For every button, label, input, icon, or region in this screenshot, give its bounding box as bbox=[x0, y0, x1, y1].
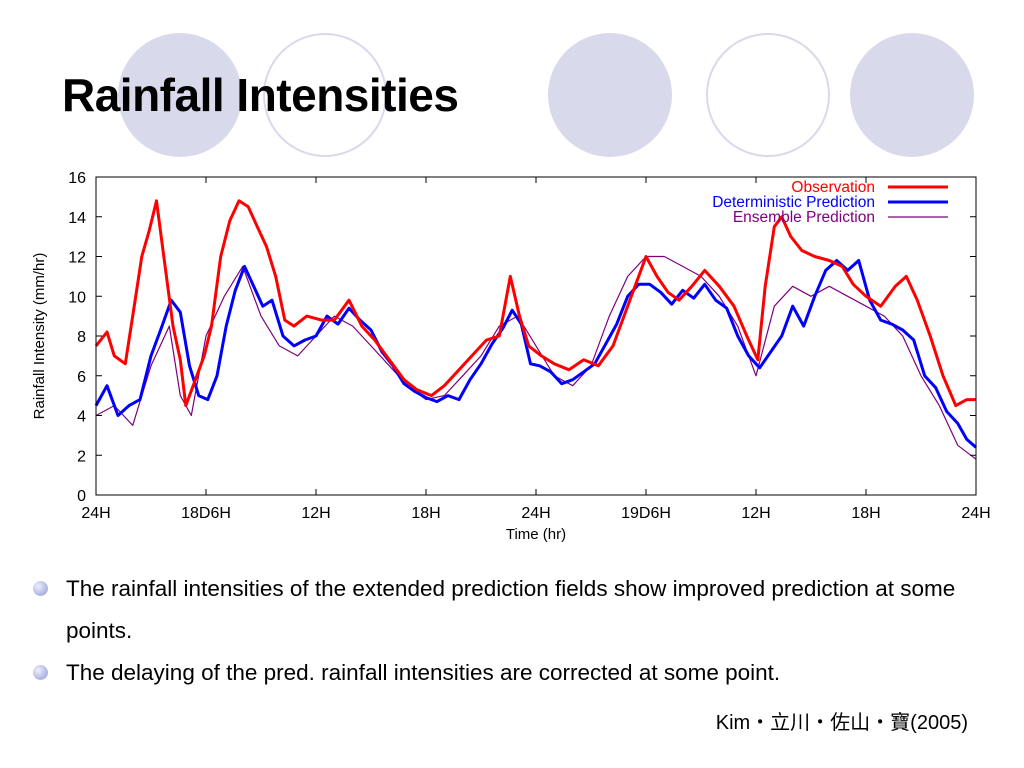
y-tick-label: 6 bbox=[77, 369, 86, 386]
decorative-circle bbox=[548, 33, 672, 157]
decorative-circle bbox=[706, 33, 830, 157]
bullet-text: The rainfall intensities of the extended… bbox=[66, 576, 956, 643]
y-tick-label: 12 bbox=[68, 250, 86, 267]
bullet-text: The delaying of the pred. rainfall inten… bbox=[66, 660, 781, 685]
series-layer bbox=[94, 199, 977, 460]
x-tick-label: 18H bbox=[411, 505, 440, 522]
rainfall-chart: 0 2 4 6 8 10 12 14 16 24H 18D6H 12H 18H 24H 19D6H 12H 18… bbox=[31, 170, 991, 542]
bullet-list: The rainfall intensities of the extended… bbox=[30, 568, 990, 694]
series-line-observation bbox=[94, 199, 976, 408]
series-line-ensemble-prediction bbox=[95, 255, 977, 460]
y-axis-label: Rainfall Intensity (mm/hr) bbox=[31, 253, 48, 420]
legend-label-deterministic: Deterministic Prediction bbox=[712, 194, 875, 211]
legend: Observation Deterministic Prediction Ens… bbox=[712, 179, 875, 226]
y-tick-label: 2 bbox=[77, 448, 86, 465]
y-tick-label: 8 bbox=[77, 329, 86, 346]
decorative-circle bbox=[118, 33, 242, 157]
bullet-item: The rainfall intensities of the extended… bbox=[30, 568, 990, 652]
x-tick-label: 18H bbox=[851, 505, 880, 522]
x-tick-label: 24H bbox=[81, 505, 110, 522]
decorative-circle bbox=[263, 33, 387, 157]
y-tick-label: 14 bbox=[68, 210, 86, 227]
y-tick-label: 10 bbox=[68, 289, 86, 306]
x-tick-label: 12H bbox=[741, 505, 770, 522]
series-line-deterministic-prediction bbox=[94, 259, 977, 449]
x-tick-label: 24H bbox=[961, 505, 990, 522]
bullet-item: The delaying of the pred. rainfall inten… bbox=[30, 652, 990, 694]
x-tick-label: 19D6H bbox=[621, 505, 671, 522]
bullet-dot-icon bbox=[33, 665, 48, 680]
slide-title: Rainfall Intensities bbox=[62, 69, 459, 121]
axis-layer: 0 2 4 6 8 10 12 14 16 24H 18D6H 12H 18H 24H 19D6H 12H 18… bbox=[68, 170, 990, 522]
y-tick-label: 4 bbox=[77, 409, 86, 426]
y-tick-label: 16 bbox=[68, 170, 86, 187]
x-tick-label: 24H bbox=[521, 505, 550, 522]
legend-label-observation: Observation bbox=[791, 179, 875, 196]
decorative-circle bbox=[850, 33, 974, 157]
legend-label-ensemble: Ensemble Prediction bbox=[733, 209, 875, 226]
legend-lines bbox=[888, 185, 948, 218]
x-axis-label: Time (hr) bbox=[506, 526, 566, 542]
x-tick-label: 18D6H bbox=[181, 505, 231, 522]
bullet-dot-icon bbox=[33, 581, 48, 596]
citation: Kim・立川・佐山・寶(2005) bbox=[715, 712, 968, 734]
y-tick-label: 0 bbox=[77, 488, 86, 505]
x-tick-label: 12H bbox=[301, 505, 330, 522]
